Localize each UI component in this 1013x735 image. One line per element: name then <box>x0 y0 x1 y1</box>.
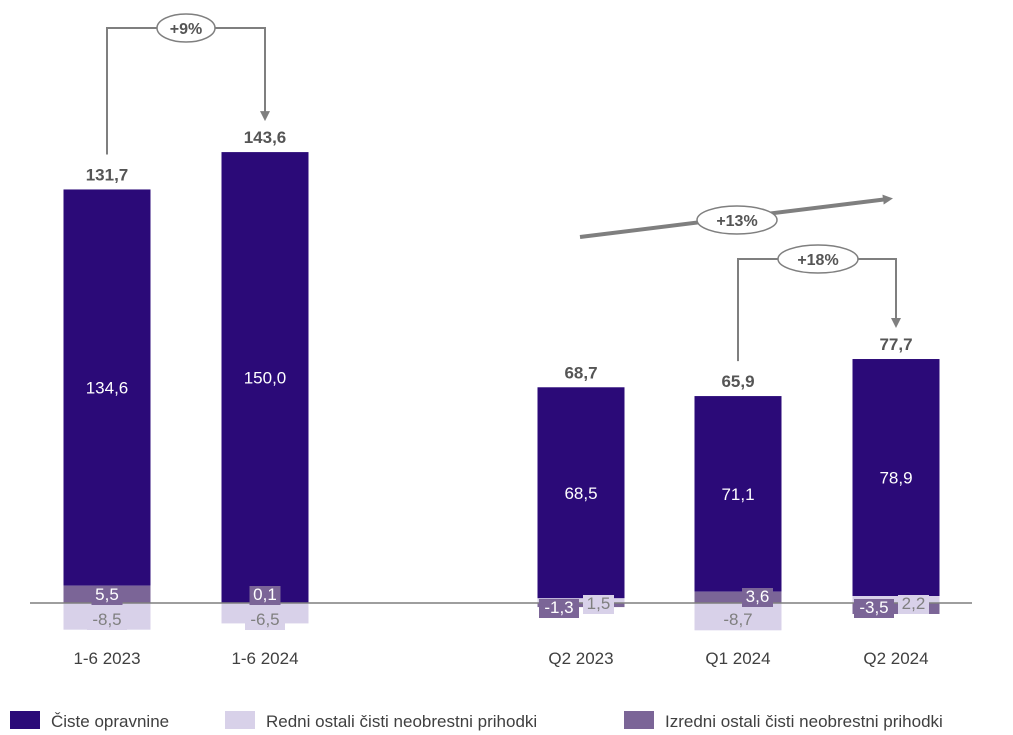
category-label-1-6-2024: 1-6 2024 <box>231 649 298 668</box>
growth-label-text: +13% <box>716 213 757 230</box>
value-label-ciste-opravnine-1-6-2024: 150,0 <box>244 368 287 387</box>
value-label-text: 5,5 <box>95 585 119 604</box>
category-label-q2-2024: Q2 2024 <box>863 649 928 668</box>
legend-swatch <box>624 711 654 729</box>
value-label-bg <box>718 611 758 630</box>
value-label-text: -6,5 <box>250 610 279 629</box>
value-label-bg <box>583 595 614 614</box>
category-label-1-6-2023: 1-6 2023 <box>73 649 140 668</box>
value-label-text: 3,6 <box>746 587 770 606</box>
bar-ciste-opravnine-q1-2024 <box>694 396 782 592</box>
legend-item-izredni-ostali-cisti-neobrestni-prihodki: Izredni ostali čisti neobrestni prihodki <box>624 711 943 731</box>
bar-ciste-opravnine-q2-2023 <box>537 387 625 599</box>
value-label-bg <box>91 586 123 605</box>
value-label-redni-ostali-cisti-neobrestni-prihodki-q2-2023: 1,5 <box>583 594 614 614</box>
value-label-bg <box>245 611 285 630</box>
value-label-redni-ostali-cisti-neobrestni-prihodki-q1-2024: -8,7 <box>718 610 758 630</box>
bar-izredni-ostali-cisti-neobrestni-prihodki-q2-2024 <box>852 603 940 614</box>
value-label-bg <box>87 611 127 630</box>
value-label-text: 0,1 <box>253 585 277 604</box>
bar-ciste-opravnine-q2-2024 <box>852 359 940 597</box>
bar-izredni-ostali-cisti-neobrestni-prihodki-q2-2023 <box>537 603 625 608</box>
growth-annotations: +9% +18% +13% <box>106 13 901 362</box>
bar-ciste-opravnine-1-6-2023 <box>63 189 151 586</box>
growth-bubble <box>696 205 778 235</box>
growth-bracket-1 <box>106 27 270 155</box>
value-label-izredni-ostali-cisti-neobrestni-prihodki-q2-2024: -3,5 <box>854 598 894 618</box>
legend-swatch <box>10 711 40 729</box>
bar-redni-ostali-cisti-neobrestni-prihodki-q2-2023 <box>537 598 625 603</box>
value-label-text: -1,3 <box>544 598 573 617</box>
value-label-bg <box>854 599 894 618</box>
value-label-bg <box>249 586 281 605</box>
value-label-redni-ostali-cisti-neobrestni-prihodki-q2-2024: 2,2 <box>898 594 929 614</box>
value-label-ciste-opravnine-1-6-2023: 134,6 <box>86 379 129 398</box>
value-label-ciste-opravnine-q2-2024: 78,9 <box>879 469 912 488</box>
value-label-text: 2,2 <box>902 594 926 613</box>
bar-redni-ostali-cisti-neobrestni-prihodki-q2-2024 <box>852 596 940 603</box>
legend-item-redni-ostali-cisti-neobrestni-prihodki: Redni ostali čisti neobrestni prihodki <box>225 711 537 731</box>
category-label-q1-2024: Q1 2024 <box>705 649 770 668</box>
total-label-q2-2023: 68,7 <box>564 363 597 382</box>
value-label-bg <box>539 599 579 618</box>
value-label-redni-ostali-cisti-neobrestni-prihodki-1-6-2024: -6,5 <box>245 610 285 630</box>
legend-item-ciste-opravnine: Čiste opravnine <box>10 711 169 731</box>
value-label-izredni-ostali-cisti-neobrestni-prihodki-1-6-2024: 0,1 <box>249 585 281 605</box>
growth-bracket-2 <box>737 258 901 362</box>
growth-annotation-1: +9% <box>156 13 216 43</box>
value-label-izredni-ostali-cisti-neobrestni-prihodki-q2-2023: -1,3 <box>539 598 579 618</box>
value-label-text: -8,5 <box>92 610 121 629</box>
value-label-izredni-ostali-cisti-neobrestni-prihodki-q1-2024: 3,6 <box>742 587 773 607</box>
value-label-bg <box>742 588 773 607</box>
value-label-text: -8,7 <box>723 610 752 629</box>
bar-izredni-ostali-cisti-neobrestni-prihodki-q1-2024 <box>694 591 782 603</box>
value-label-bg <box>898 595 929 614</box>
total-label-1-6-2024: 143,6 <box>244 128 287 147</box>
bars-group <box>63 152 940 631</box>
growth-label-text: +9% <box>170 21 202 38</box>
legend: Čiste opravnine Redni ostali čisti neobre… <box>10 711 943 731</box>
legend-label: Redni ostali čisti neobrestni prihodki <box>266 712 537 731</box>
value-label-ciste-opravnine-q2-2023: 68,5 <box>564 484 597 503</box>
value-label-ciste-opravnine-q1-2024: 71,1 <box>721 485 754 504</box>
value-label-text: -3,5 <box>859 598 888 617</box>
legend-swatch <box>225 711 255 729</box>
growth-bubble <box>777 244 859 274</box>
legend-label: Izredni ostali čisti neobrestni prihodki <box>665 712 943 731</box>
growth-bubble <box>156 13 216 43</box>
value-label-izredni-ostali-cisti-neobrestni-prihodki-1-6-2023: 5,5 <box>91 585 123 605</box>
legend-label: Čiste opravnine <box>51 712 169 731</box>
category-label-q2-2023: Q2 2023 <box>548 649 613 668</box>
bar-ciste-opravnine-1-6-2024 <box>221 152 309 603</box>
value-label-redni-ostali-cisti-neobrestni-prihodki-1-6-2023: -8,5 <box>87 610 127 630</box>
total-label-q1-2024: 65,9 <box>721 372 754 391</box>
growth-annotation-2: +18% <box>777 244 859 274</box>
growth-annotation-3: +13% <box>696 205 778 235</box>
total-label-1-6-2023: 131,7 <box>86 165 129 184</box>
value-label-text: 1,5 <box>587 594 611 613</box>
growth-label-text: +18% <box>797 252 838 269</box>
total-label-q2-2024: 77,7 <box>879 335 912 354</box>
labels-group: 134,6 131,7 1-6 2023 5,5 -8,5 150,0 143,6 1-6 2… <box>73 128 929 668</box>
